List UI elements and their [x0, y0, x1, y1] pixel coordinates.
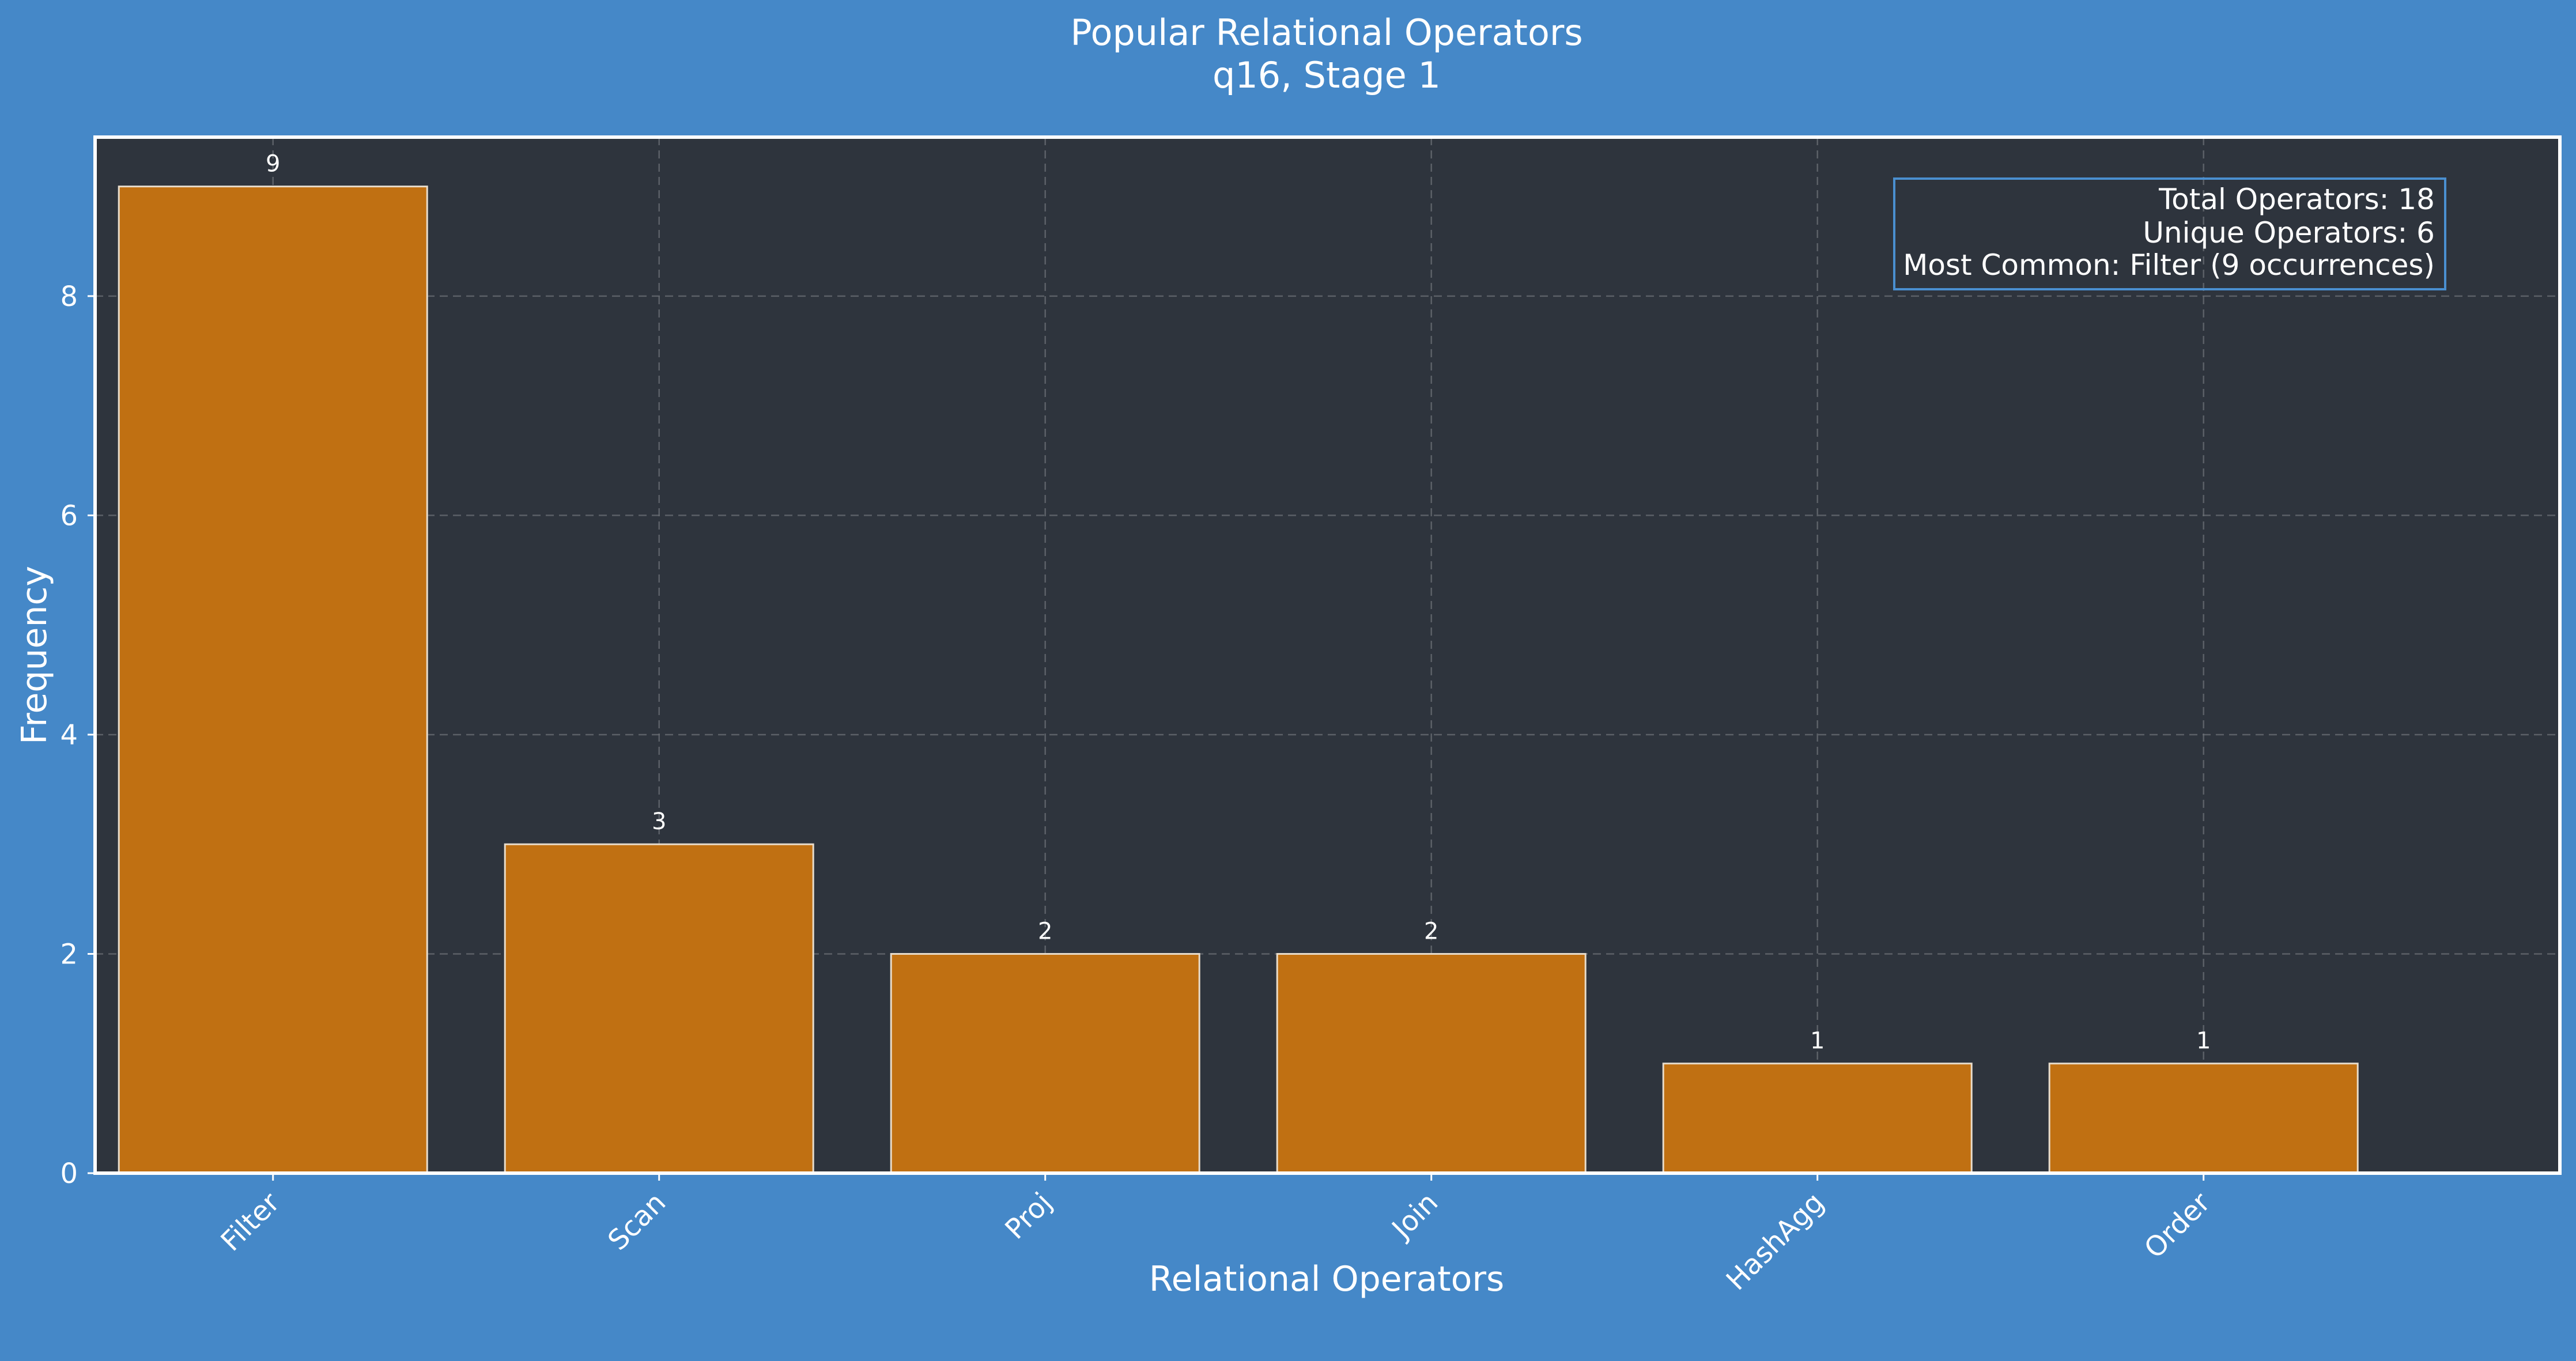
- data-label-order: 1: [2196, 1028, 2211, 1054]
- stats-unique-operators: Unique Operators: 6: [2143, 216, 2435, 249]
- data-label-proj: 2: [1038, 918, 1052, 944]
- bar-hashagg: [1662, 1063, 1973, 1174]
- bar-proj: [890, 952, 1200, 1174]
- x-tick-label-scan: Scan: [602, 1186, 672, 1257]
- x-tick-label-order: Order: [2138, 1186, 2216, 1265]
- data-label-hashagg: 1: [1810, 1028, 1825, 1054]
- x-axis-label: Relational Operators: [1149, 1259, 1505, 1299]
- y-axis-label: Frequency: [14, 566, 55, 744]
- y-tick-label: 0: [60, 1158, 78, 1190]
- stats-total-operators: Total Operators: 18: [2158, 183, 2435, 216]
- data-label-join: 2: [1424, 918, 1438, 944]
- x-tick-label-join: Join: [1385, 1186, 1444, 1246]
- chart-title: Popular Relational Operators: [1070, 12, 1582, 54]
- chart-subtitle: q16, Stage 1: [1213, 54, 1441, 96]
- y-tick-label: 6: [60, 500, 78, 532]
- x-tick-label-filter: Filter: [215, 1186, 286, 1258]
- bar-join: [1276, 952, 1587, 1174]
- stats-most-common: Most Common: Filter (9 occurrences): [1903, 248, 2435, 282]
- data-labels: 9 3 2 2 1 1: [266, 151, 2211, 1054]
- bar-filter: [118, 186, 428, 1174]
- axes-frame: [93, 135, 2562, 1175]
- y-tick-label: 2: [60, 938, 78, 970]
- y-tick-label: 8: [60, 281, 78, 313]
- bar-scan: [504, 843, 814, 1174]
- x-tick-label-proj: Proj: [999, 1186, 1058, 1246]
- bars: [118, 186, 2359, 1174]
- y-tick-label: 4: [60, 719, 78, 751]
- stats-box: Total Operators: 18 Unique Operators: 6 …: [1893, 177, 2446, 290]
- data-label-scan: 3: [652, 808, 666, 835]
- stats-box-frame: [1893, 177, 2446, 290]
- x-tick-label-hashagg: HashAgg: [1720, 1186, 1830, 1296]
- data-label-filter: 9: [266, 151, 280, 177]
- bar-order: [2048, 1063, 2359, 1174]
